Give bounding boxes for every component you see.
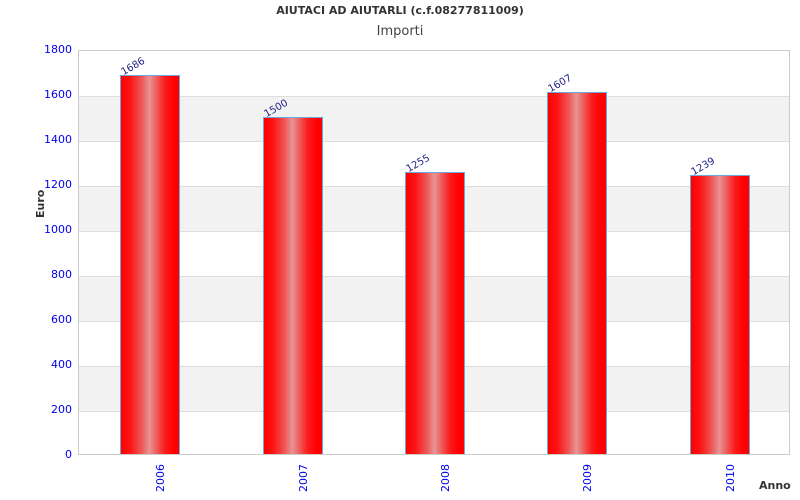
y-axis-tick-label: 800 [51, 268, 72, 281]
chart-subtitle: Importi [376, 24, 424, 39]
y-axis-title: Euro [34, 189, 47, 218]
plot-area [78, 50, 790, 455]
y-axis-tick-label: 600 [51, 313, 72, 326]
bar[interactable] [689, 175, 750, 454]
y-axis-tick-label: 200 [51, 403, 72, 416]
x-axis-tick-label: 2007 [296, 464, 310, 492]
x-axis-title: Anno [759, 479, 791, 492]
x-axis-tick-label: 2009 [581, 464, 595, 492]
y-axis-tick-label: 1600 [44, 88, 72, 101]
y-axis-tick-labels: 0 200 400 600 800 1000 1200 1400 1600 1800 [0, 43, 72, 461]
x-axis-tick-label: 2006 [154, 464, 168, 492]
bar[interactable] [262, 116, 323, 454]
x-axis-tick-label: 2008 [439, 464, 452, 492]
y-axis-tick-label: 1200 [44, 178, 72, 191]
bar[interactable] [547, 92, 608, 454]
x-axis-tick-label: 2010 [723, 464, 737, 492]
y-axis-tick-label: 1000 [44, 223, 72, 236]
gridline [79, 96, 789, 97]
y-axis-tick-label: 0 [65, 448, 72, 461]
background-band [79, 96, 789, 141]
y-axis-tick-label: 1800 [44, 43, 72, 56]
gridline [79, 141, 789, 142]
y-axis-tick-label: 400 [51, 358, 72, 371]
chart-title: AIUTACI AD AIUTARLI (c.f.08277811009) [276, 4, 524, 17]
bar[interactable] [405, 171, 465, 454]
y-axis-tick-label: 1400 [44, 133, 72, 146]
bar[interactable] [120, 74, 181, 454]
